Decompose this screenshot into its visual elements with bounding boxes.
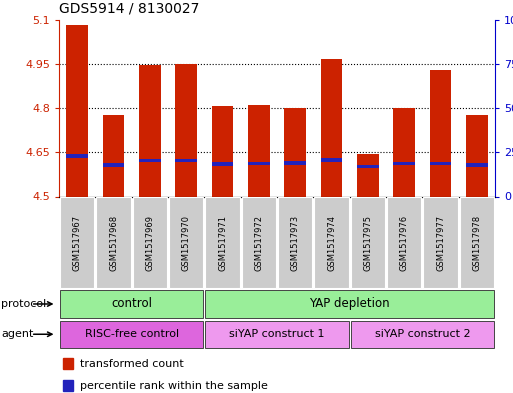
- Bar: [284, 161, 306, 165]
- Text: siYAP construct 1: siYAP construct 1: [229, 329, 325, 339]
- Bar: [211, 162, 233, 166]
- Bar: [64, 380, 73, 391]
- Text: GSM1517977: GSM1517977: [436, 215, 445, 271]
- Bar: [284, 108, 306, 196]
- Text: GSM1517972: GSM1517972: [254, 215, 263, 271]
- Text: GSM1517976: GSM1517976: [400, 215, 409, 271]
- Bar: [205, 321, 349, 348]
- Bar: [248, 105, 270, 196]
- Bar: [321, 158, 342, 162]
- Text: GSM1517973: GSM1517973: [291, 215, 300, 271]
- Text: GSM1517978: GSM1517978: [472, 215, 481, 271]
- Bar: [133, 197, 167, 288]
- Bar: [248, 162, 270, 165]
- Text: percentile rank within the sample: percentile rank within the sample: [80, 380, 268, 391]
- Text: protocol: protocol: [1, 299, 46, 309]
- Text: GSM1517967: GSM1517967: [73, 215, 82, 271]
- Text: RISC-free control: RISC-free control: [85, 329, 179, 339]
- Bar: [466, 116, 488, 196]
- Bar: [205, 290, 494, 318]
- Bar: [429, 70, 451, 196]
- Bar: [242, 197, 276, 288]
- Text: GSM1517968: GSM1517968: [109, 215, 118, 271]
- Text: GSM1517969: GSM1517969: [145, 215, 154, 271]
- Text: GDS5914 / 8130027: GDS5914 / 8130027: [59, 2, 200, 16]
- Bar: [429, 162, 451, 165]
- Text: YAP depletion: YAP depletion: [309, 298, 390, 310]
- Bar: [211, 106, 233, 196]
- Bar: [357, 154, 379, 196]
- Bar: [423, 197, 458, 288]
- Bar: [466, 163, 488, 167]
- Bar: [175, 159, 197, 162]
- Text: siYAP construct 2: siYAP construct 2: [374, 329, 470, 339]
- Text: agent: agent: [1, 329, 33, 339]
- Text: transformed count: transformed count: [80, 358, 184, 369]
- Bar: [393, 162, 415, 165]
- Bar: [169, 197, 203, 288]
- Bar: [60, 197, 94, 288]
- Bar: [278, 197, 312, 288]
- Bar: [387, 197, 421, 288]
- Text: GSM1517971: GSM1517971: [218, 215, 227, 271]
- Text: GSM1517975: GSM1517975: [363, 215, 372, 271]
- Bar: [103, 116, 124, 196]
- Bar: [60, 290, 203, 318]
- Bar: [321, 59, 342, 196]
- Bar: [60, 321, 203, 348]
- Bar: [351, 197, 385, 288]
- Bar: [393, 108, 415, 196]
- Bar: [460, 197, 494, 288]
- Bar: [357, 165, 379, 168]
- Bar: [96, 197, 131, 288]
- Bar: [205, 197, 240, 288]
- Bar: [64, 358, 73, 369]
- Text: control: control: [111, 298, 152, 310]
- Text: GSM1517970: GSM1517970: [182, 215, 191, 271]
- Bar: [139, 65, 161, 196]
- Bar: [66, 154, 88, 158]
- Bar: [314, 197, 349, 288]
- Text: GSM1517974: GSM1517974: [327, 215, 336, 271]
- Bar: [66, 25, 88, 196]
- Bar: [175, 64, 197, 196]
- Bar: [351, 321, 494, 348]
- Bar: [103, 163, 124, 167]
- Bar: [139, 159, 161, 162]
